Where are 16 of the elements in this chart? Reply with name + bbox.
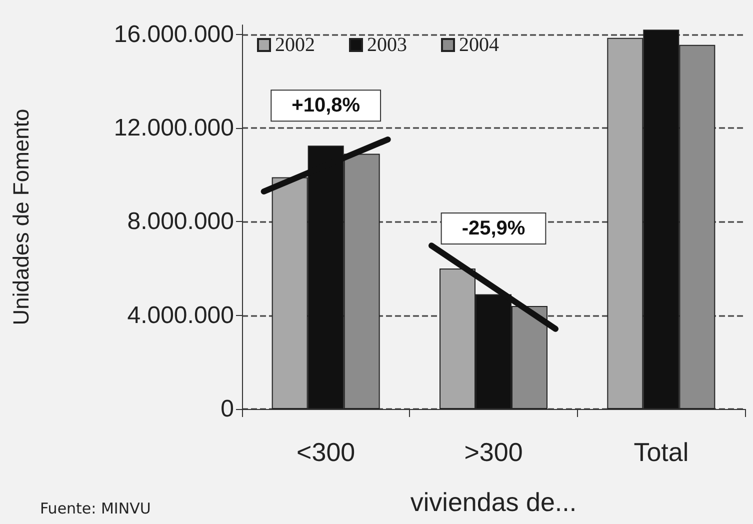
y-tick-label: 16.000.000 [114, 20, 234, 48]
y-axis-title: Unidades de Fomento [8, 108, 34, 326]
y-tick-label: 8.000.000 [127, 208, 234, 236]
source-note: Fuente: MINVU [40, 500, 151, 518]
annotation: -25,9% [462, 218, 526, 240]
x-tick-label: <300 [296, 437, 356, 467]
y-tick-label: 0 [220, 396, 234, 422]
legend-label: 2003 [367, 34, 407, 56]
y-tick-label: 4.000.000 [127, 302, 234, 329]
legend-label: 2004 [459, 34, 499, 56]
x-tick-label: Total [634, 437, 689, 467]
annotation: +10,8% [292, 94, 360, 117]
x-tick-label: >300 [464, 437, 523, 467]
y-tick-label: 12.000.000 [114, 114, 234, 142]
x-axis-title: viviendas de... [410, 487, 577, 517]
legend-label: 2002 [275, 34, 315, 56]
